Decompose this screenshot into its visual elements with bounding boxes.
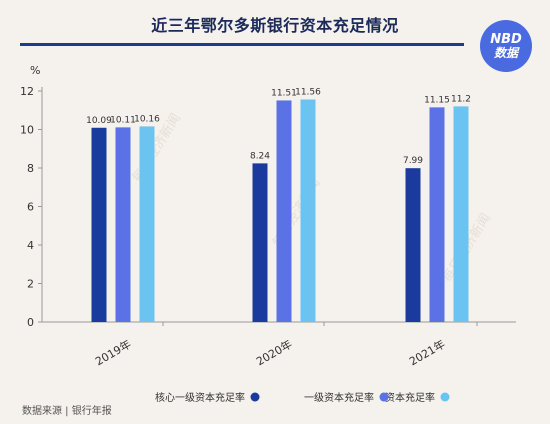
bar [300,99,316,322]
y-tick-label: 0 [27,316,34,329]
y-tick-label: 10 [20,124,34,137]
bar-data-label: 7.99 [403,156,423,166]
nbd-logo: NBD 数据 [480,20,532,72]
legend-label: 核心一级资本充足率 [155,391,245,404]
y-axis-unit: % [30,64,41,77]
bar-data-label: 10.16 [134,114,160,124]
bar [139,126,155,322]
bar [91,127,107,322]
legend-label: 资本充足率 [385,391,435,404]
bar [429,107,445,322]
bar-data-label: 10.09 [86,116,112,126]
bar-data-label: 10.11 [110,115,136,125]
bar-data-label: 11.51 [271,88,297,98]
y-tick-label: 6 [27,201,34,214]
legend-swatch [250,392,260,402]
bar [115,127,131,322]
y-tick-label: 8 [27,162,34,175]
logo-text-nbd: NBD [490,31,522,47]
y-tick-label: 2 [27,278,34,291]
y-tick-label: 12 [20,85,34,98]
title-underline [20,43,464,46]
bar-data-label: 11.15 [424,95,450,105]
x-category-label: 2021年 [407,337,448,369]
bar [405,168,421,322]
x-category-label: 2020年 [254,337,295,369]
chart-title: 近三年鄂尔多斯银行资本充足情况 [151,16,399,35]
bar [453,106,469,323]
bar [276,100,292,323]
bar-data-label: 11.56 [295,87,321,97]
logo-text-data: 数据 [493,45,518,60]
bar [252,163,268,322]
legend-swatch [440,392,450,402]
legend-label: 一级资本充足率 [304,391,374,404]
data-source-note: 数据来源 | 银行年报 [22,406,112,417]
legend-swatch [379,392,389,402]
bar-data-label: 8.24 [250,151,270,161]
y-tick-label: 4 [27,239,34,252]
x-category-label: 2019年 [93,337,134,369]
bar-data-label: 11.2 [451,94,471,104]
